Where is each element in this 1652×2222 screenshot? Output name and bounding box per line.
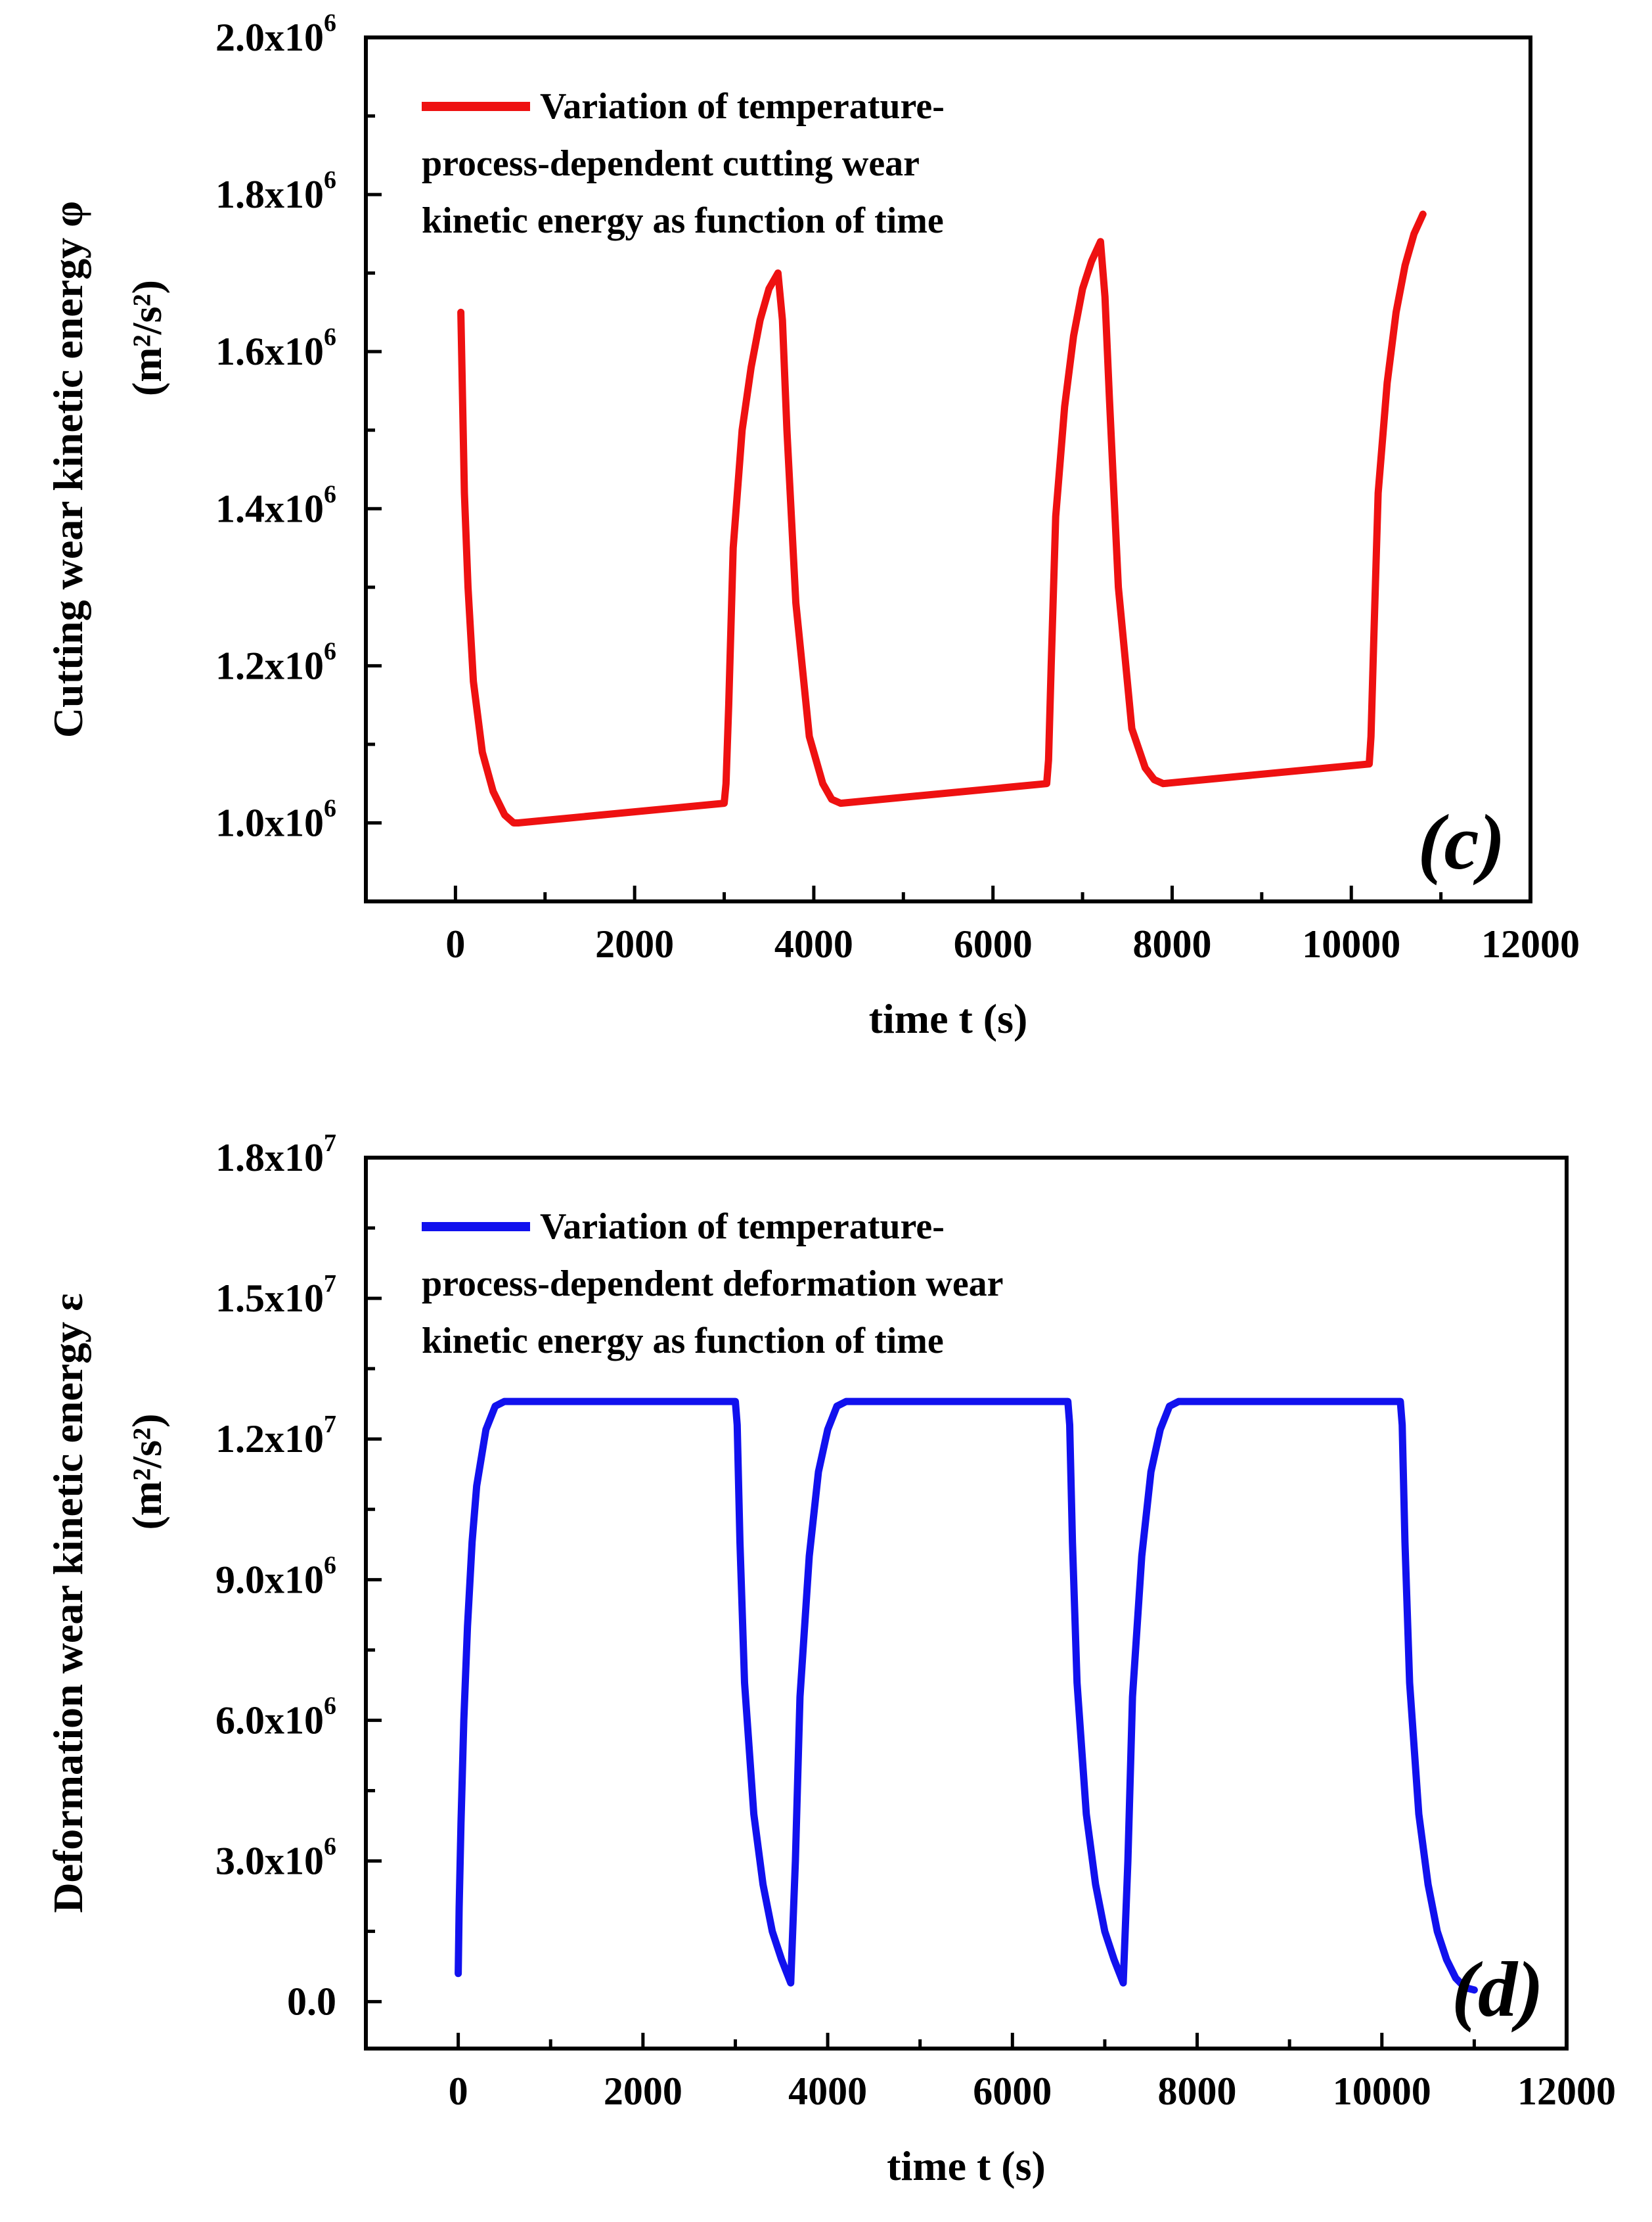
- cutting-wear-x-axis-label: time t (s): [869, 995, 1028, 1042]
- cutting-wear-chart: 0 2000 4000 6000 8000 10000 12000 1.0x106 1.2x1…: [45, 9, 1580, 1042]
- cutting-wear-series-line: [457, 210, 1427, 827]
- y-tick-label: 1.2x106: [215, 637, 336, 687]
- deformation-wear-y-axis-label: Deformation wear kinetic energy ε: [45, 1293, 91, 1913]
- x-tick-label: 8000: [1158, 2070, 1237, 2113]
- cutting-wear-legend: Variation of temperature- process-depend…: [422, 86, 945, 241]
- deformation-wear-legend-line-3: kinetic energy as function of time: [422, 1321, 944, 1361]
- deformation-wear-x-axis-label: time t (s): [887, 2143, 1046, 2189]
- deformation-wear-plot-frame: [364, 1156, 1569, 2051]
- cutting-wear-legend-line-3: kinetic energy as function of time: [422, 200, 944, 241]
- x-tick-label: 12000: [1481, 922, 1580, 966]
- deformation-wear-panel-label: (d): [1452, 1945, 1544, 2033]
- y-tick-label: 3.0x106: [215, 1833, 336, 1883]
- y-tick-label: 1.2x107: [215, 1411, 336, 1461]
- x-tick-label: 10000: [1302, 922, 1400, 966]
- x-tick-label: 2000: [595, 922, 674, 966]
- x-tick-label: 4000: [774, 922, 853, 966]
- deformation-wear-y-tick-labels: 0.0 3.0x106 6.0x106 9.0x106 1.2x107 1.5x107 1.…: [215, 1129, 336, 2024]
- cutting-wear-x-tick-labels: 0 2000 4000 6000 8000 10000 12000: [445, 922, 1580, 966]
- x-tick-label: 2000: [604, 2070, 682, 2113]
- x-tick-label: 0: [445, 922, 465, 966]
- cutting-wear-y-axis-label: Cutting wear kinetic energy φ: [45, 201, 91, 738]
- x-tick-label: 8000: [1132, 922, 1211, 966]
- deformation-wear-legend-line-1: Variation of temperature-: [540, 1206, 945, 1247]
- cutting-wear-plot-frame: [364, 35, 1532, 903]
- y-tick-label: 0.0: [287, 1980, 336, 2024]
- y-tick-label: 1.6x106: [215, 323, 336, 373]
- y-tick-label: 1.5x107: [215, 1270, 336, 1320]
- cutting-wear-y-axis-unit: (m²/s²): [123, 280, 170, 396]
- y-tick-label: 6.0x106: [215, 1692, 336, 1742]
- deformation-wear-legend-line-2: process-dependent deformation wear: [422, 1263, 1004, 1304]
- deformation-wear-legend: Variation of temperature- process-depend…: [422, 1206, 1004, 1361]
- deformation-wear-series-line: [455, 1397, 1478, 1994]
- cutting-wear-panel-label: (c): [1418, 798, 1505, 886]
- x-tick-label: 4000: [788, 2070, 867, 2113]
- x-tick-label: 0: [449, 2070, 468, 2113]
- deformation-wear-y-axis-unit: (m²/s²): [123, 1414, 170, 1530]
- y-tick-label: 1.0x106: [215, 794, 336, 844]
- y-tick-label: 1.4x106: [215, 480, 336, 530]
- cutting-wear-y-tick-labels: 1.0x106 1.2x106 1.4x106 1.6x106 1.8x106 2.0x1…: [215, 9, 336, 844]
- x-tick-label: 12000: [1517, 2070, 1616, 2113]
- deformation-wear-chart: 0 2000 4000 6000 8000 10000 12000 0.0 3.0x106 6.…: [45, 1129, 1616, 2189]
- x-tick-label: 6000: [954, 922, 1033, 966]
- x-tick-label: 6000: [973, 2070, 1052, 2113]
- cutting-wear-legend-line-1: Variation of temperature-: [540, 86, 945, 127]
- y-tick-label: 9.0x106: [215, 1551, 336, 1601]
- deformation-wear-x-tick-labels: 0 2000 4000 6000 8000 10000 12000: [449, 2070, 1616, 2113]
- x-tick-label: 10000: [1333, 2070, 1431, 2113]
- cutting-wear-legend-line-2: process-dependent cutting wear: [422, 143, 920, 184]
- y-tick-label: 1.8x107: [215, 1129, 336, 1179]
- y-tick-label: 1.8x106: [215, 166, 336, 216]
- y-tick-label: 2.0x106: [215, 9, 336, 59]
